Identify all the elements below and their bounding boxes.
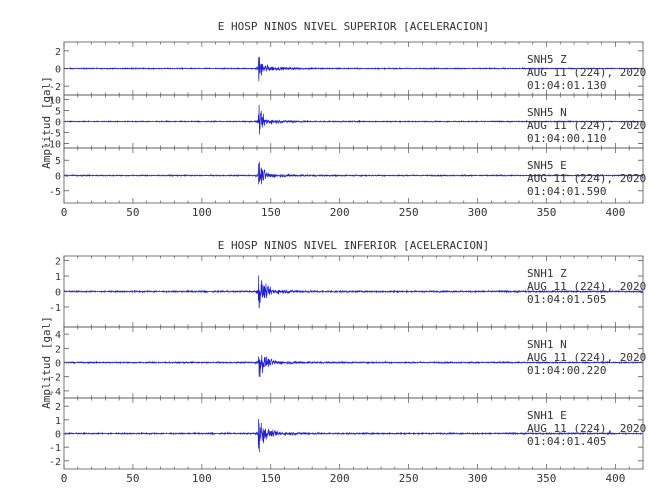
x-tick-label: 0 xyxy=(61,472,68,485)
y-tick-label: 5 xyxy=(55,156,61,167)
waveform-trace xyxy=(63,104,644,135)
x-tick-label: 400 xyxy=(605,472,625,485)
station-label: SNH1 Z xyxy=(527,267,567,280)
waveform-trace xyxy=(63,354,644,378)
chart-title: E HOSP NINOS NIVEL INFERIOR [ACELERACION… xyxy=(218,239,490,252)
y-tick-label: -4 xyxy=(49,387,61,398)
x-tick-label: 100 xyxy=(192,206,212,219)
y-tick-label: -2 xyxy=(49,457,61,468)
time-label: 01:04:01.130 xyxy=(527,79,606,92)
time-label: 01:04:01.505 xyxy=(527,293,606,306)
x-tick-label: 200 xyxy=(330,206,350,219)
y-tick-label: 5 xyxy=(55,106,61,117)
time-label: 01:04:01.590 xyxy=(527,185,606,198)
y-tick-label: 0 xyxy=(55,359,61,370)
chart-inferior: E HOSP NINOS NIVEL INFERIOR [ACELERACION… xyxy=(40,239,646,485)
x-tick-label: 350 xyxy=(537,472,557,485)
station-label: SNH5 N xyxy=(527,106,567,119)
station-label: SNH5 Z xyxy=(527,53,567,66)
y-tick-label: -2 xyxy=(49,373,61,384)
y-tick-label: -2 xyxy=(49,82,61,93)
y-tick-label: 1 xyxy=(55,272,61,283)
x-tick-label: 350 xyxy=(537,206,557,219)
date-label: AUG 11 (224), 2020 xyxy=(527,172,646,185)
time-label: 01:04:01.405 xyxy=(527,435,606,448)
y-axis-label: Amplitud [gal] xyxy=(40,316,53,409)
x-tick-label: 150 xyxy=(261,206,281,219)
y-tick-label: 0 xyxy=(55,118,61,129)
y-tick-label: 4 xyxy=(55,330,61,341)
y-tick-label: 0 xyxy=(55,65,61,76)
y-tick-label: -5 xyxy=(49,187,61,198)
x-tick-label: 300 xyxy=(468,472,488,485)
date-label: AUG 11 (224), 2020 xyxy=(527,66,646,79)
y-axis-label: Amplitud [gal] xyxy=(40,76,53,169)
y-tick-label: -10 xyxy=(43,140,61,151)
x-tick-label: 300 xyxy=(468,206,488,219)
y-tick-label: -5 xyxy=(49,129,61,140)
x-tick-label: 50 xyxy=(126,472,139,485)
y-tick-label: 0 xyxy=(55,430,61,441)
x-tick-label: 100 xyxy=(192,472,212,485)
x-tick-label: 0 xyxy=(61,206,68,219)
waveform-trace xyxy=(63,419,644,453)
y-tick-label: 1 xyxy=(55,416,61,427)
station-label: SNH1 N xyxy=(527,338,567,351)
x-tick-label: 400 xyxy=(605,206,625,219)
station-label: SNH5 E xyxy=(527,159,567,172)
x-tick-label: 250 xyxy=(399,206,419,219)
waveform-trace xyxy=(63,161,644,185)
date-label: AUG 11 (224), 2020 xyxy=(527,119,646,132)
x-tick-label: 250 xyxy=(399,472,419,485)
y-tick-label: 2 xyxy=(55,402,61,413)
time-label: 01:04:00.110 xyxy=(527,132,606,145)
date-label: AUG 11 (224), 2020 xyxy=(527,422,646,435)
date-label: AUG 11 (224), 2020 xyxy=(527,351,646,364)
y-tick-label: 0 xyxy=(55,172,61,183)
y-tick-label: 2 xyxy=(55,47,61,58)
station-label: SNH1 E xyxy=(527,409,567,422)
y-tick-label: 2 xyxy=(55,344,61,355)
y-tick-label: -1 xyxy=(49,303,61,314)
time-label: 01:04:00.220 xyxy=(527,364,606,377)
y-tick-label: 10 xyxy=(49,95,61,106)
chart-superior: E HOSP NINOS NIVEL SUPERIOR [ACELERACION… xyxy=(40,20,646,219)
x-tick-label: 150 xyxy=(261,472,281,485)
waveform-trace xyxy=(63,56,644,82)
y-tick-label: -1 xyxy=(49,443,61,454)
x-tick-label: 200 xyxy=(330,472,350,485)
chart-title: E HOSP NINOS NIVEL SUPERIOR [ACELERACION… xyxy=(218,20,490,33)
waveform-trace xyxy=(63,275,644,309)
date-label: AUG 11 (224), 2020 xyxy=(527,280,646,293)
y-tick-label: 0 xyxy=(55,288,61,299)
x-tick-label: 50 xyxy=(126,206,139,219)
y-tick-label: 2 xyxy=(55,257,61,268)
